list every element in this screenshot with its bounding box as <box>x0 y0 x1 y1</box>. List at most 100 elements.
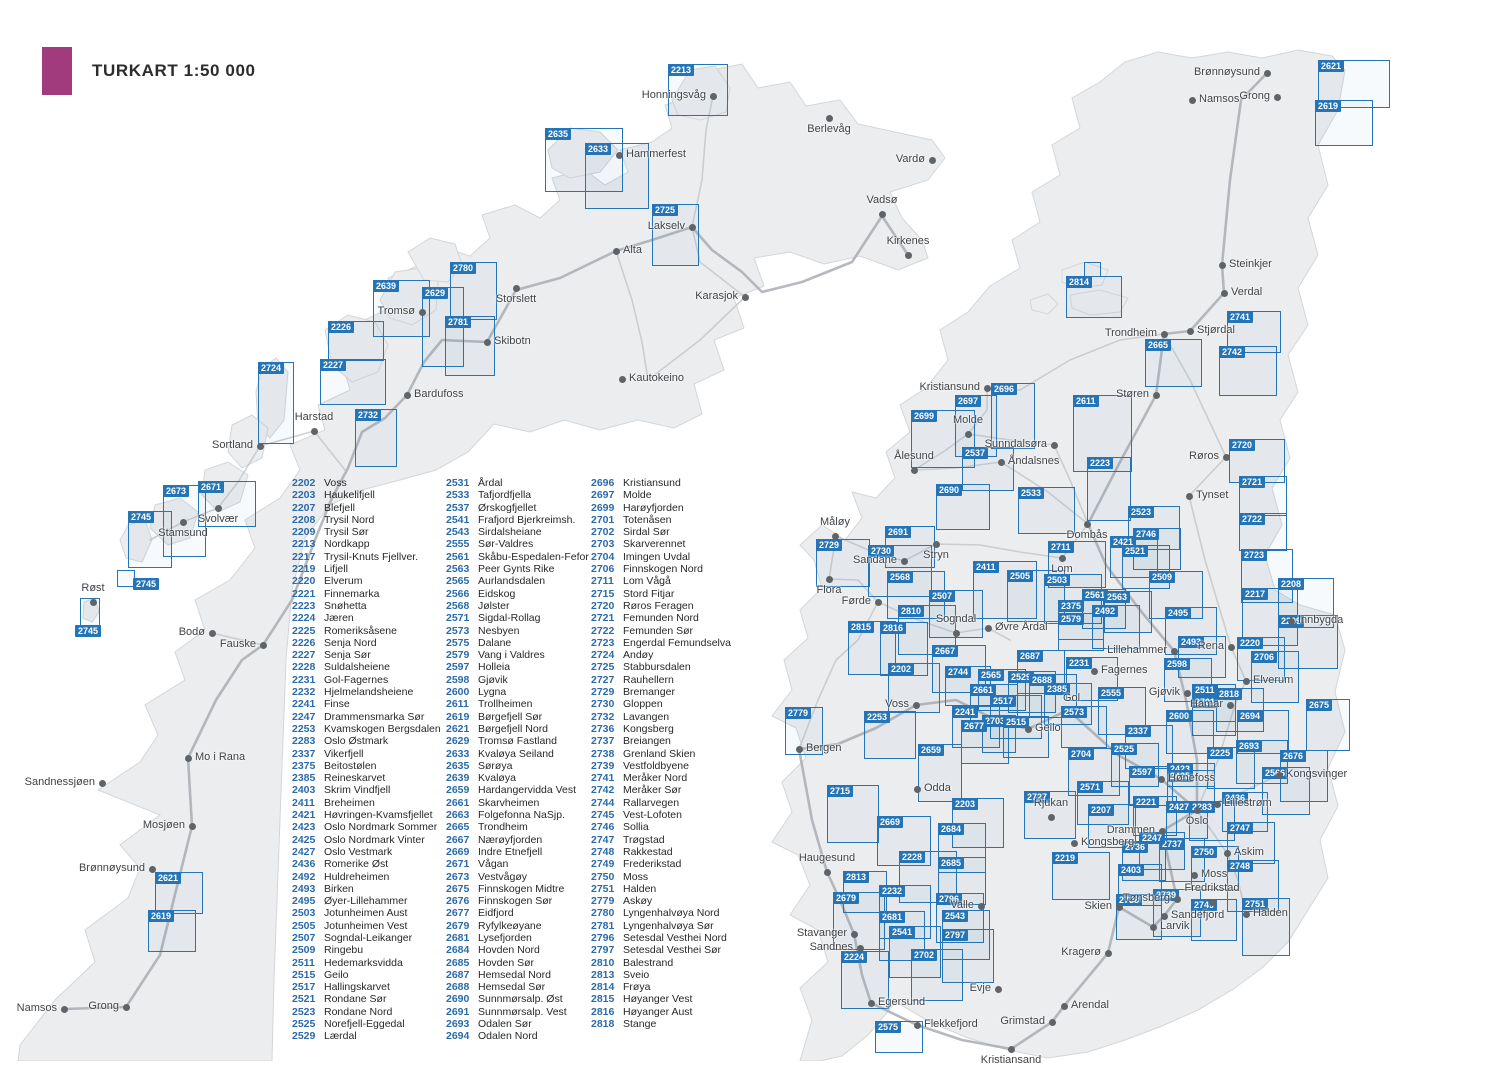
city-label-Gol: Gol <box>1063 692 1081 704</box>
legend-entry-name: Setesdal Vesthei Sør <box>623 944 722 957</box>
legend-entry-2667: 2667 Nærøyfjorden <box>446 834 589 846</box>
city-label-Bergen: Bergen <box>806 742 842 754</box>
map-sheet-label-2690: 2690 <box>936 484 963 496</box>
city-dot-Berlevåg <box>826 115 833 122</box>
city-label-Førde: Førde <box>841 595 871 607</box>
map-sheet-label-2208: 2208 <box>1278 578 1305 590</box>
map-sheet-label-2283: 2283 <box>1189 801 1216 813</box>
legend-entry-number: 2495 <box>292 895 316 908</box>
legend-entry-2676: 2676 Finnskogen Sør <box>446 895 589 907</box>
legend-entry-number: 2701 <box>591 513 615 526</box>
city-dot-Bodø <box>209 630 216 637</box>
map-sheet-label-2684: 2684 <box>938 823 965 835</box>
map-sheet-label-2227: 2227 <box>320 359 347 371</box>
legend-entry-number: 2529 <box>292 1030 316 1043</box>
map-sheet-label-2565: 2565 <box>978 669 1005 681</box>
city-label-Verdal: Verdal <box>1231 286 1263 298</box>
legend-entry-2531: 2531 Årdal <box>446 477 589 489</box>
legend-entry-number: 2711 <box>591 575 614 588</box>
map-sheet-label-2541: 2541 <box>889 926 916 938</box>
city-dot-Fredrikstad <box>1209 899 1216 906</box>
city-label-Stryn: Stryn <box>923 549 949 561</box>
legend-entry-name: Hardangervidda Vest <box>478 784 577 797</box>
map-sheet-label-2561: 2561 <box>1082 589 1109 601</box>
legend-entry-name: Nærøyfjorden <box>478 833 543 846</box>
legend-entry-number: 2739 <box>591 759 615 772</box>
legend-entry-name: Grenland Skien <box>623 747 696 760</box>
map-sheet-label-2247: 2247 <box>1139 832 1166 844</box>
map-sheet-label-2810: 2810 <box>898 605 925 617</box>
legend-entry-2727: 2727 Rauhellern <box>591 674 731 686</box>
legend-entry-2403: 2403 Skrim Vindfjell <box>292 784 441 796</box>
city-dot-Kristiansund <box>984 385 991 392</box>
city-dot-Namsos <box>61 1006 68 1013</box>
city-dot-Rena <box>1228 644 1235 651</box>
legend-entry-number: 2629 <box>446 735 470 748</box>
legend-entry-2779: 2779 Askøy <box>591 895 731 907</box>
legend-entry-name: Reineskarvet <box>324 772 386 785</box>
city-dot-Evje <box>995 986 1002 993</box>
legend-entry-2737: 2737 Breiangen <box>591 735 731 747</box>
legend-entry-2721: 2721 Femunden Nord <box>591 612 731 624</box>
legend-entry-2669: 2669 Indre Etnefjell <box>446 846 589 858</box>
map-sheet-label-2385: 2385 <box>1044 683 1071 695</box>
legend-entry-2685: 2685 Hovden Sør <box>446 957 589 969</box>
legend-entry-number: 2703 <box>591 538 615 551</box>
legend-entry-2681: 2681 Lysefjorden <box>446 932 589 944</box>
map-sheet-label-2575: 2575 <box>875 1021 902 1033</box>
legend-entry-number: 2619 <box>446 710 470 723</box>
map-sheet-2228 <box>899 851 957 903</box>
legend-entry-number: 2677 <box>446 907 470 920</box>
map-sheet-label-2745: 2745 <box>128 511 155 523</box>
map-sheet-label-2221: 2221 <box>1133 796 1160 808</box>
legend-entry-2739: 2739 Vestfoldbyene <box>591 760 731 772</box>
legend-entry-number: 2375 <box>292 759 316 772</box>
legend-entry-name: Hjelmelandsheiene <box>324 686 414 699</box>
legend-entry-name: Odalen Sør <box>478 1018 532 1031</box>
legend-entry-name: Dalane <box>478 636 512 649</box>
city-dot-Halden <box>1243 911 1250 918</box>
map-sheet-label-2741: 2741 <box>1227 311 1254 323</box>
legend-entry-number: 2746 <box>591 821 615 834</box>
city-dot-Sandnes <box>857 945 864 952</box>
legend-entry-2675: 2675 Finnskogen Midtre <box>446 883 589 895</box>
city-label-Steinkjer: Steinkjer <box>1229 258 1272 270</box>
legend-entry-name: Imingen Uvdal <box>623 550 691 563</box>
legend-entry-number: 2749 <box>591 858 615 871</box>
map-sheet-2639 <box>373 280 430 337</box>
legend-entry-2677: 2677 Eidfjord <box>446 907 589 919</box>
legend-entry-2704: 2704 Imingen Uvdal <box>591 551 731 563</box>
legend-entry-name: Skrim Vindfjell <box>324 784 391 797</box>
map-sheet-2711 <box>1048 541 1106 588</box>
map-sheet-label-2529: 2529 <box>1008 671 1035 683</box>
legend-entry-name: Sirdal Sør <box>623 526 670 539</box>
map-sheet-label-2241: 2241 <box>952 706 979 718</box>
city-label-Stavanger: Stavanger <box>796 927 847 939</box>
legend-entry-2226: 2226 Senja Nord <box>292 637 441 649</box>
legend-entry-number: 2337 <box>292 747 316 760</box>
legend-entry-number: 2696 <box>591 477 615 489</box>
legend-entry-2723: 2723 Engerdal Femundselva <box>591 637 731 649</box>
city-dot-Storslett <box>513 285 520 292</box>
map-sheet-label-2566: 2566 <box>1262 767 1289 779</box>
legend-entry-name: Rakkestad <box>623 845 673 858</box>
legend-entry-number: 2667 <box>446 833 470 846</box>
city-label-Sandnes: Sandnes <box>809 941 853 953</box>
map-sheet-label-2722: 2722 <box>1239 513 1266 525</box>
city-dot-Drammen <box>1159 828 1166 835</box>
legend-entry-2253: 2253 Kvamskogen Bergsdalen <box>292 723 441 735</box>
legend-entry-2515: 2515 Geilo <box>292 969 441 981</box>
city-label-Vardø: Vardø <box>895 153 925 165</box>
city-dot-Hamar <box>1227 702 1234 709</box>
legend-entry-number: 2738 <box>591 747 615 760</box>
city-label-Røros: Røros <box>1189 450 1219 462</box>
legend-entry-2492: 2492 Huldreheimen <box>292 871 441 883</box>
map-sheet-label-2669: 2669 <box>877 816 904 828</box>
legend-entry-2703: 2703 Skarverennet <box>591 538 731 550</box>
map-sheet-label-2814: 2814 <box>1066 276 1093 288</box>
city-label-Sogndal: Sogndal <box>935 613 977 625</box>
map-sheet-label-2742: 2742 <box>1219 346 1246 358</box>
legend-entry-2563: 2563 Peer Gynts Rike <box>446 563 589 575</box>
map-sheet-label-2517: 2517 <box>990 695 1017 707</box>
legend-entry-name: Frederikstad <box>623 858 682 871</box>
